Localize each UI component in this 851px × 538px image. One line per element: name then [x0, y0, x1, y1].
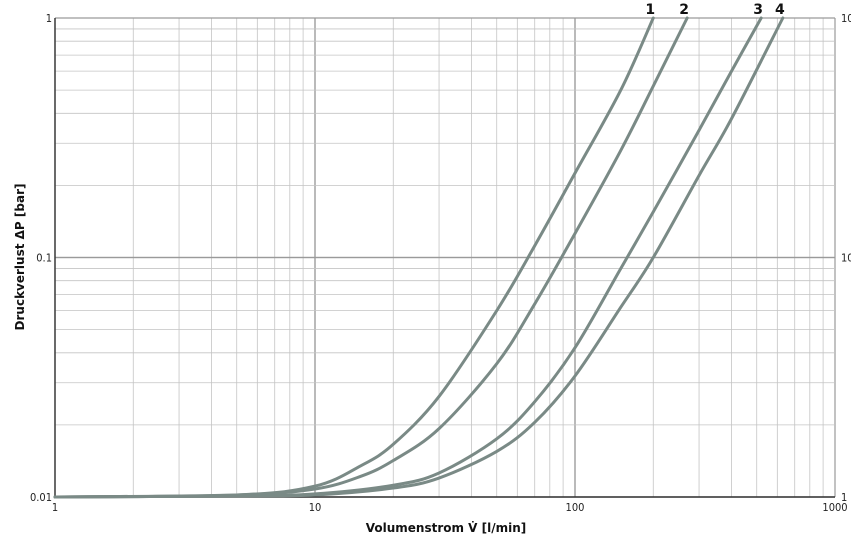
tick-labels: 1 10 100 1000 0.01 0.1 1 1 10 10: [30, 12, 851, 514]
curve-label-3: 3: [753, 2, 763, 18]
curve-label-4: 4: [775, 2, 785, 18]
x-axis-label: Volumenstrom V̇ [l/min]: [366, 521, 527, 535]
y-tick-label: 0.01: [30, 491, 52, 504]
curves: [53, 16, 785, 499]
right-tick-label: 10: [841, 252, 851, 265]
right-tick-label: 10: [841, 12, 851, 25]
y-axis-label: Druckverlust ΔP [bar]: [13, 184, 27, 331]
grid: [54, 17, 836, 498]
x-tick-label: 10: [309, 501, 322, 514]
x-tick-label: 100: [566, 501, 585, 514]
curve-2: [53, 16, 689, 499]
curve-4: [53, 16, 785, 499]
curve-label-2: 2: [679, 2, 689, 18]
y-tick-label: 0.1: [36, 252, 52, 265]
y-tick-label: 1: [46, 12, 52, 25]
x-tick-label: 1000: [822, 501, 847, 514]
curve-label-1: 1: [645, 2, 655, 18]
right-tick-label: 1: [841, 491, 847, 504]
x-tick-label: 1: [52, 501, 58, 514]
